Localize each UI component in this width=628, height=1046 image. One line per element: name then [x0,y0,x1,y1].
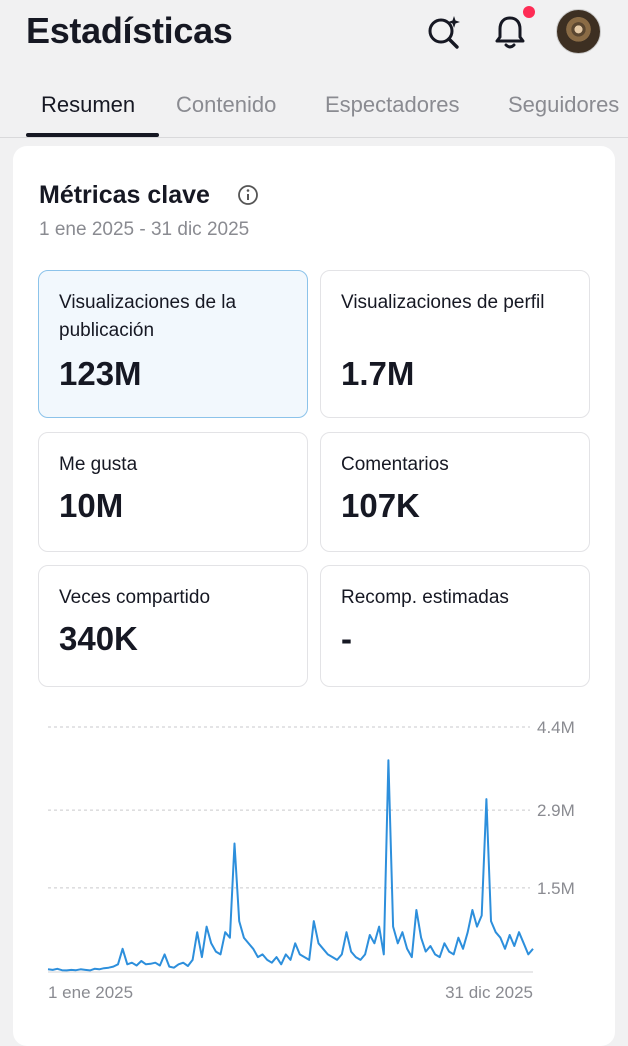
metric-label: Visualizaciones de la publicación [59,292,237,341]
notification-dot [523,6,535,18]
metric-card-comments[interactable]: Comentarios 107K [320,432,590,552]
metric-card-rewards[interactable]: Recomp. estimadas - [320,565,590,687]
y-tick-label: 1.5M [537,879,575,898]
metric-card-post-views[interactable]: Visualizaciones de la publicación 123M [38,270,308,418]
x-tick-label-start: 1 ene 2025 [48,983,133,1002]
search-button[interactable] [422,10,466,54]
notifications-button[interactable] [488,10,532,54]
tab-contenido[interactable]: Contenido [176,92,277,117]
metric-value: 1.7M [341,355,415,392]
metric-label: Comentarios [341,454,449,475]
tab-seguidores[interactable]: Seguidores [508,92,620,117]
avatar[interactable] [556,9,601,54]
metric-label: Veces compartido [59,587,211,608]
metric-value: 340K [59,620,138,657]
metric-value: 10M [59,487,124,524]
metric-card-shares[interactable]: Veces compartido 340K [38,565,308,687]
chart-svg: 4.4M 2.9M 1.5M 1 ene 2025 31 dic 2025 [47,718,575,1002]
y-tick-label: 2.9M [537,801,575,820]
y-tick-label: 4.4M [537,718,575,737]
date-range: 1 ene 2025 - 31 dic 2025 [39,219,250,240]
metric-value: - [341,620,352,657]
page-title: Estadísticas [26,10,233,51]
metric-label: Recomp. estimadas [341,587,509,608]
metric-card-likes[interactable]: Me gusta 10M [38,432,308,552]
tab-bar: Resumen Contenido Espectadores Seguidore… [0,80,628,138]
metric-label: Visualizaciones de perfil [341,292,545,313]
metric-card-profile-views[interactable]: Visualizaciones de perfil 1.7M [320,270,590,418]
active-tab-indicator [26,133,159,137]
x-tick-label-end: 31 dic 2025 [445,983,533,1002]
tab-resumen[interactable]: Resumen [41,92,136,117]
views-line-chart[interactable]: 4.4M 2.9M 1.5M 1 ene 2025 31 dic 2025 [0,705,628,1015]
bell-icon [495,16,525,49]
tab-espectadores[interactable]: Espectadores [325,92,460,117]
search-sparkle-icon [428,16,460,49]
key-metrics-card: Métricas clave 1 ene 2025 - 31 dic 2025 … [13,146,615,1046]
metric-label: Me gusta [59,454,138,475]
info-icon[interactable] [237,184,259,206]
metric-value: 123M [59,355,142,392]
series-line [47,759,534,972]
header: Estadísticas [0,0,628,70]
metric-value: 107K [341,487,420,524]
section-title: Métricas clave [39,181,210,209]
